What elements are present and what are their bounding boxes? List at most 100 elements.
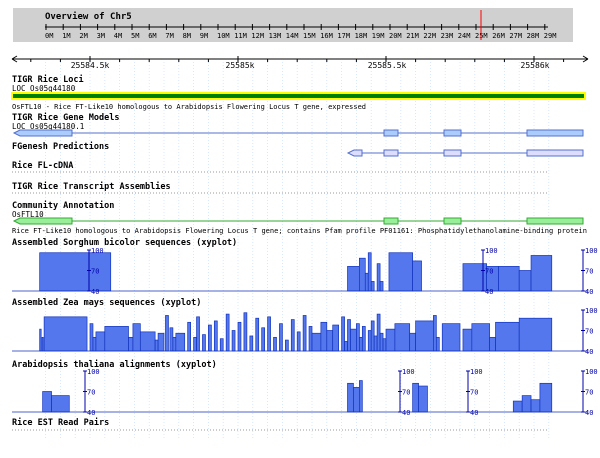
xyplot-bar[interactable] — [302, 315, 307, 352]
xyplot-bar[interactable] — [261, 327, 265, 352]
xyplot-bar[interactable] — [409, 332, 416, 352]
xyplot-bar[interactable] — [172, 336, 177, 352]
xyplot-bar[interactable] — [208, 324, 212, 352]
xyplot-bar[interactable] — [41, 336, 44, 352]
overview-panel[interactable]: Overview of Chr5 0M 1M 2M 3M 4M 5M 6M 7M 8M 9M 10M… — [13, 8, 573, 42]
xyplot-bar[interactable] — [95, 331, 106, 352]
xyplot-bar[interactable] — [379, 332, 384, 352]
xyplot-bar[interactable] — [385, 328, 396, 352]
xyplot-bar[interactable] — [285, 339, 289, 352]
xyplot-bar[interactable] — [518, 270, 532, 292]
community-exon-3[interactable] — [443, 217, 462, 225]
xyplot-bar[interactable] — [308, 326, 313, 352]
xyplot-bar[interactable] — [92, 336, 97, 352]
model-exon-3[interactable] — [443, 129, 462, 137]
xyplot-bar[interactable] — [353, 387, 360, 413]
xyplot-bar[interactable] — [376, 263, 381, 292]
xyplot-bar[interactable] — [350, 328, 357, 352]
xyplot-bar[interactable] — [154, 339, 159, 352]
xyplot-bar[interactable] — [157, 332, 165, 352]
xyplot-bar[interactable] — [367, 330, 372, 352]
xyplot-bar[interactable] — [332, 324, 339, 352]
xyplot-bar[interactable] — [42, 391, 52, 413]
xyplot-bar[interactable] — [231, 330, 236, 352]
xyplot-bar[interactable] — [43, 316, 88, 352]
xyplot-bar[interactable] — [495, 321, 520, 352]
xyplot-bar[interactable] — [347, 266, 360, 292]
xyplot-bar[interactable] — [165, 315, 169, 352]
xyplot-bar[interactable] — [521, 395, 532, 413]
fgenesh-exon-3[interactable] — [443, 149, 462, 157]
xyplot-bar[interactable] — [359, 336, 363, 352]
xyplot-bar[interactable] — [367, 252, 372, 292]
xyplot-bar[interactable] — [388, 252, 413, 292]
xyplot-bar[interactable] — [512, 400, 523, 413]
xyplot-bar[interactable] — [361, 326, 366, 352]
xyplot-bar[interactable] — [139, 331, 156, 352]
community-exon-2[interactable] — [383, 217, 399, 225]
fgenesh-exon-1[interactable] — [346, 149, 363, 157]
xyplot-bar[interactable] — [104, 326, 129, 352]
xyplot-bar[interactable] — [370, 281, 375, 292]
xyplot-bar[interactable] — [243, 312, 248, 352]
xyplot-bar[interactable] — [267, 316, 271, 352]
xyplot-bar[interactable] — [225, 313, 230, 352]
xyplot-bar[interactable] — [202, 334, 206, 352]
xyplot-bar[interactable] — [311, 332, 322, 352]
xyplot-bar[interactable] — [249, 335, 254, 352]
xyplot-bar[interactable] — [51, 395, 70, 413]
xyplot-bar[interactable] — [193, 336, 197, 352]
detail-ruler[interactable]: 25584.5k 25585k 25585.5k 25586k — [11, 55, 589, 70]
community-exon-1[interactable] — [12, 217, 73, 225]
xyplot-bar[interactable] — [356, 323, 360, 352]
xyplot-bar[interactable] — [379, 281, 384, 292]
xyplot-bar[interactable] — [344, 341, 348, 352]
xyplot-bar[interactable] — [326, 330, 334, 352]
xyplot-bar[interactable] — [89, 323, 94, 352]
xyplot-bar[interactable] — [196, 316, 200, 352]
xyplot-bar[interactable] — [530, 399, 541, 413]
xyplot-bar[interactable] — [279, 323, 283, 352]
model-exon-4[interactable] — [526, 129, 584, 137]
xyplot-bar[interactable] — [237, 321, 242, 352]
xyplot-bar[interactable] — [255, 317, 260, 352]
locus-feature-bar[interactable] — [13, 94, 584, 98]
xyplot-bar[interactable] — [347, 319, 351, 352]
xyplot-bar[interactable] — [273, 336, 277, 352]
xyplot-bar[interactable] — [373, 335, 378, 352]
model-exon-2[interactable] — [383, 129, 399, 137]
xyplot-bar[interactable] — [128, 336, 134, 352]
xyplot-bar[interactable] — [412, 260, 422, 292]
xyplot-bar[interactable] — [415, 320, 434, 352]
xyplot-bar[interactable] — [441, 323, 461, 352]
xyplot-bar[interactable] — [175, 332, 186, 352]
xyplot-bar[interactable] — [435, 336, 440, 352]
community-exon-4[interactable] — [526, 217, 584, 225]
xyplot-bar[interactable] — [539, 382, 553, 413]
xyplot-bar[interactable] — [290, 319, 295, 352]
xyplot-bar[interactable] — [376, 313, 381, 352]
xyplot-bar[interactable] — [341, 316, 345, 352]
xyplot-bar[interactable] — [418, 385, 428, 413]
xyplot-bar[interactable] — [370, 320, 375, 352]
xyplot-bar[interactable] — [187, 321, 191, 352]
xyplot-bar[interactable] — [471, 323, 490, 352]
xyplot-bar[interactable] — [132, 323, 141, 352]
fgenesh-exon-4[interactable] — [526, 149, 584, 157]
xyplot-bar[interactable] — [359, 257, 366, 292]
xyplot-bar[interactable] — [364, 272, 369, 292]
xyplot-bar[interactable] — [498, 266, 520, 292]
xyplot-bar[interactable] — [394, 323, 411, 352]
xyplot-bar[interactable] — [462, 328, 473, 352]
xyplot-bar[interactable] — [39, 252, 112, 292]
xyplot-bar[interactable] — [359, 380, 363, 413]
model-exon-1[interactable] — [12, 129, 73, 137]
xyplot-bar[interactable] — [412, 382, 419, 413]
xyplot-bar[interactable] — [433, 315, 437, 352]
xyplot-bar[interactable] — [518, 317, 553, 352]
xyplot-bar[interactable] — [320, 321, 328, 352]
xyplot-bar[interactable] — [169, 327, 174, 352]
xyplot-bar[interactable] — [39, 328, 42, 352]
xyplot-bar[interactable] — [296, 331, 301, 352]
xyplot-bar[interactable] — [530, 255, 553, 292]
